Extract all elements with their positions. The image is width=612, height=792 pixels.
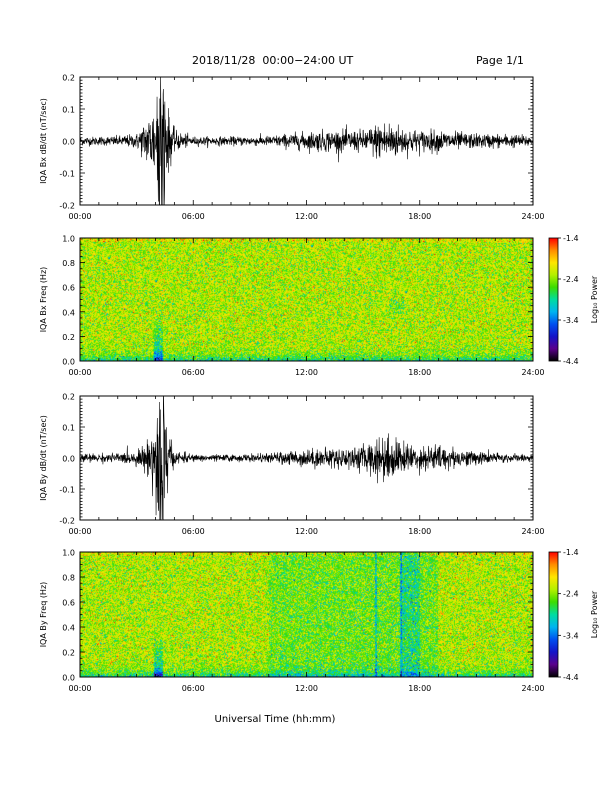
y-tick-label: 0.2 (62, 393, 75, 402)
colorbar-4: -1.4 -2.4 -3.4 -4.4 Log₁₀ Power (548, 548, 599, 682)
colorbar-2: -1.4 -2.4 -3.4 -4.4 Log₁₀ Power (548, 234, 599, 366)
colorbar-tick-label: -4.4 (563, 673, 579, 682)
y-tick-label: 0.6 (62, 599, 75, 608)
x-axis-label: Universal Time (hh:mm) (215, 714, 336, 725)
x-tick-label: 12:00 (295, 684, 318, 693)
plot-frame (79, 76, 534, 206)
y-tick-label: -0.2 (59, 517, 75, 526)
spectrogram-4 (80, 552, 533, 677)
y-axis-label: IQA By dB/dt (nT/sec) (39, 415, 48, 501)
plot-frame (79, 395, 534, 521)
x-tick-label: 18:00 (408, 368, 431, 377)
x-tick-label: 18:00 (408, 212, 431, 221)
colorbar-label: Log₁₀ Power (590, 590, 599, 638)
y-tick-label: 1.0 (62, 235, 75, 244)
y-tick-label: -0.1 (59, 170, 75, 179)
x-tick-label: 18:00 (408, 527, 431, 536)
plot-frame (79, 551, 534, 678)
series-line-3 (80, 396, 533, 520)
colorbar-tick-label: -1.4 (563, 548, 579, 557)
y-tick-label: 0.8 (62, 574, 75, 583)
y-tick-label: 0.2 (62, 74, 75, 83)
colorbar-tick-label: -4.4 (563, 357, 579, 366)
y-tick-label: 0.4 (62, 308, 75, 317)
x-tick-label: 12:00 (295, 368, 318, 377)
colorbar-scale (548, 237, 559, 362)
x-tick-label: 24:00 (521, 212, 544, 221)
y-tick-label: 0.8 (62, 259, 75, 268)
y-tick-label: 0.2 (62, 333, 75, 342)
x-tick-label: 24:00 (521, 527, 544, 536)
series-line-1 (80, 77, 533, 205)
y-tick-label: -0.1 (59, 486, 75, 495)
y-tick-label: 0.1 (62, 424, 75, 433)
spectrogram-2 (80, 238, 533, 361)
panel-4-axes: 1.0 0.8 0.6 0.4 0.2 0.000:00 06:00 12:00 18:00 24… (39, 549, 545, 694)
x-tick-label: 00:00 (68, 527, 91, 536)
y-axis-label: IQA By Freq (Hz) (39, 582, 48, 648)
x-tick-label: 06:00 (182, 212, 205, 221)
x-tick-label: 24:00 (521, 684, 544, 693)
panel-3-axes: 0.2 0.1 0.0 -0.1 -0.200:00 06:00 12:00 18:00 24:… (39, 393, 545, 537)
page-title: 2018/11/28 00:00−24:00 UT (192, 54, 354, 67)
y-tick-label: 0.6 (62, 284, 75, 293)
colorbar-tick-label: -2.4 (563, 590, 579, 599)
y-tick-label: 1.0 (62, 549, 75, 558)
x-tick-label: 18:00 (408, 684, 431, 693)
colorbar-tick-label: -3.4 (563, 316, 579, 325)
x-tick-label: 00:00 (68, 212, 91, 221)
y-tick-label: 0.0 (62, 358, 75, 367)
x-tick-label: 24:00 (521, 368, 544, 377)
x-tick-label: 06:00 (182, 368, 205, 377)
x-tick-label: 12:00 (295, 212, 318, 221)
y-tick-label: 0.1 (62, 106, 75, 115)
y-tick-label: 0.0 (62, 138, 75, 147)
panel-1-axes: 0.2 0.1 0.0 -0.1 -0.200:00 06:00 12:00 18:00 24:… (39, 74, 545, 222)
x-tick-label: 00:00 (68, 368, 91, 377)
x-tick-label: 06:00 (182, 684, 205, 693)
y-tick-label: 0.0 (62, 674, 75, 683)
y-tick-label: 0.4 (62, 624, 75, 633)
y-axis-label: IQA Bx Freq (Hz) (39, 267, 48, 333)
colorbar-scale (548, 551, 559, 678)
y-tick-label: 0.0 (62, 455, 75, 464)
x-tick-label: 12:00 (295, 527, 318, 536)
plot-frame (79, 237, 534, 362)
colorbar-tick-label: -2.4 (563, 275, 579, 284)
x-tick-label: 00:00 (68, 684, 91, 693)
y-tick-label: 0.2 (62, 649, 75, 658)
colorbar-label: Log₁₀ Power (590, 275, 599, 323)
colorbar-tick-label: -3.4 (563, 631, 579, 640)
colorbar-tick-label: -1.4 (563, 234, 579, 243)
page-number: Page 1/1 (476, 54, 524, 67)
y-axis-label: IQA Bx dB/dt (nT/sec) (39, 98, 48, 184)
panel-2-axes: 1.0 0.8 0.6 0.4 0.2 0.000:00 06:00 12:00 18:00 24… (39, 235, 545, 378)
x-tick-label: 06:00 (182, 527, 205, 536)
y-tick-label: -0.2 (59, 202, 75, 211)
